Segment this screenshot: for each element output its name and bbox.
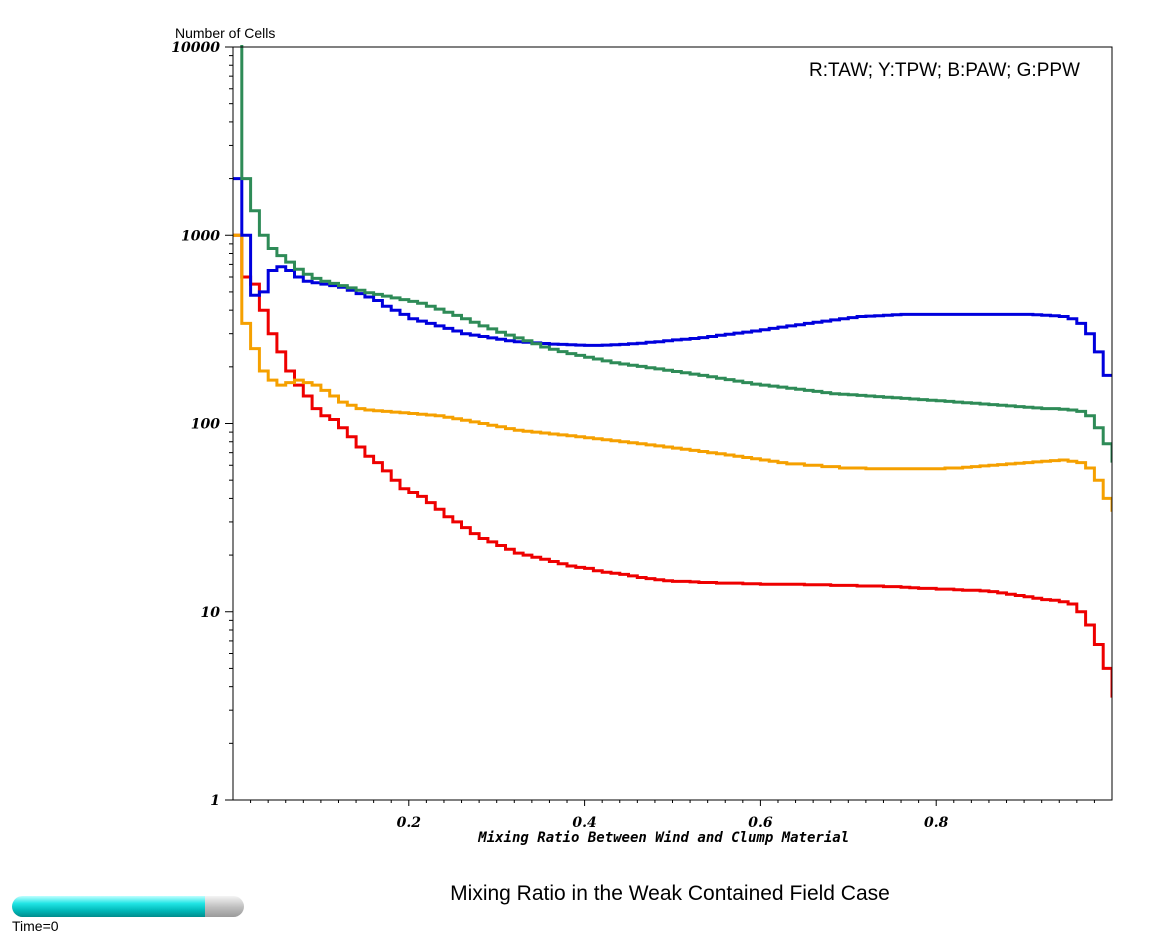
x-tick-label: 0.6 <box>748 815 773 831</box>
time-slider-fill <box>12 896 205 917</box>
time-label: Time=0 <box>12 918 59 934</box>
y-tick-label: 10 <box>201 605 221 621</box>
series-line-PPW <box>240 45 1112 463</box>
plot-frame <box>232 46 1113 801</box>
y-tick-label: 1 <box>210 793 220 809</box>
tick-marks <box>225 46 1095 806</box>
chart-title: Mixing Ratio in the Weak Contained Field… <box>450 882 890 905</box>
legend-text: R:TAW; Y:TPW; B:PAW; G:PPW <box>809 60 1080 81</box>
x-axis-label: Mixing Ratio Between Wind and Clump Mate… <box>477 830 849 846</box>
tick-labels: 0.2 0.4 0.6 0.8 1 10 100 1000 10000 <box>171 40 948 831</box>
y-tick-label: 1000 <box>181 228 220 244</box>
series-line-PAW <box>233 177 1112 377</box>
x-tick-label: 0.2 <box>397 815 422 831</box>
y-tick-label: 100 <box>191 417 220 433</box>
x-tick-label: 0.4 <box>572 815 596 831</box>
y-tick-label: 10000 <box>171 40 220 56</box>
series-lines <box>233 45 1112 698</box>
series-line-TAW <box>233 233 1112 698</box>
y-axis-label: Number of Cells <box>175 25 275 41</box>
time-slider[interactable] <box>12 896 244 917</box>
x-tick-label: 0.8 <box>924 815 949 831</box>
series-line-TPW <box>233 233 1112 512</box>
